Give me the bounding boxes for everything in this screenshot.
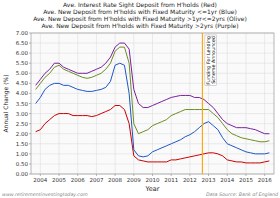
series-line xyxy=(36,43,270,134)
tick-label-y: 6.00 xyxy=(16,50,29,56)
tick-label-x: 2014 xyxy=(220,177,234,183)
tick-label-y: 1.50 xyxy=(16,141,29,147)
tick-label-x: 2016 xyxy=(258,177,272,183)
tick-label-x: 2005 xyxy=(52,177,66,183)
tick-label-y: 3.50 xyxy=(16,101,29,107)
title-line: Ave. New Deposit from H'holds with Fixed… xyxy=(41,22,238,30)
tick-label-y: 0.00 xyxy=(16,171,29,177)
tick-label-y: 4.50 xyxy=(16,80,29,86)
tick-label-x: 2008 xyxy=(108,177,122,183)
event-label-line: Funding For Lending xyxy=(206,36,211,85)
tick-label-y: 3.00 xyxy=(16,111,29,117)
tick-label-y: 4.00 xyxy=(16,90,29,96)
y-axis-label: Annual Change (%) xyxy=(2,74,10,132)
grid-line-x xyxy=(96,33,97,174)
event-line xyxy=(202,33,203,174)
title: Ave. Interest Rate Sight Deposit from H'… xyxy=(33,1,246,30)
chart: Ave. Interest Rate Sight Deposit from H'… xyxy=(0,0,280,198)
tick-label-y: 5.00 xyxy=(16,70,29,76)
grid-line-x xyxy=(171,33,172,174)
grid-line-x xyxy=(77,33,78,174)
event-label-text: Funding For LendingScheme Announced xyxy=(206,36,216,85)
series-line xyxy=(36,47,270,142)
tick-label-x: 2006 xyxy=(71,177,85,183)
tick-label-x: 2007 xyxy=(89,177,103,183)
grid xyxy=(31,33,274,174)
grid-line-x xyxy=(59,33,60,174)
tick-label-x: 2015 xyxy=(239,177,253,183)
grid-line-x xyxy=(40,33,41,174)
tick-label-y: 1.00 xyxy=(16,151,29,157)
plot-frame xyxy=(31,33,274,174)
x-axis-label: Year xyxy=(145,185,160,193)
tick-label-y: 7.00 xyxy=(16,30,29,36)
watermark: Data Source: Bank of England xyxy=(206,192,279,197)
tick-label-x: 2013 xyxy=(202,177,216,183)
series-line xyxy=(36,63,270,157)
tick-label-y: 0.50 xyxy=(16,161,29,167)
grid-line-x xyxy=(189,33,190,174)
tick-label-x: 2010 xyxy=(146,177,160,183)
tick-label-x: 2004 xyxy=(33,177,47,183)
grid-line-x xyxy=(227,33,228,174)
tick-label-x: 2009 xyxy=(127,177,141,183)
grid-line-x xyxy=(264,33,265,174)
grid-line-x xyxy=(152,33,153,174)
axes: 0.00 0.50 1.00 1.50 2.00 2.50 3.00 3.50 4.00 4.50… xyxy=(16,30,272,183)
grid-line-x xyxy=(115,33,116,174)
plot-area xyxy=(31,33,274,174)
watermark: www.retirementinvestingtoday.com xyxy=(2,192,88,197)
tick-label-y: 5.50 xyxy=(16,60,29,66)
tick-label-y: 2.50 xyxy=(16,121,29,127)
data-layer xyxy=(36,33,270,174)
tick-label-x: 2012 xyxy=(183,177,197,183)
event-label: Funding For LendingScheme Announced xyxy=(205,35,217,86)
tick-label-y: 6.50 xyxy=(16,40,29,46)
event-label-line: Scheme Announced xyxy=(211,36,216,84)
tick-label-x: 2011 xyxy=(164,177,178,183)
tick-label-y: 2.00 xyxy=(16,131,29,137)
grid-line-x xyxy=(245,33,246,174)
event-label-box xyxy=(205,35,217,86)
